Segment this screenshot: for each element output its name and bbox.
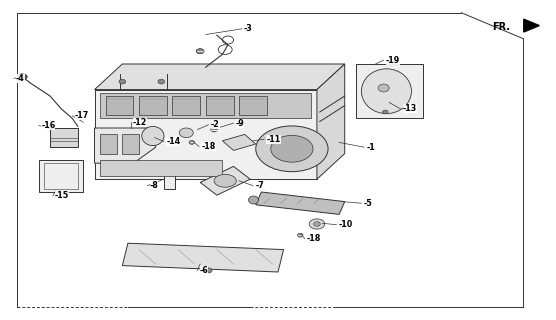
Ellipse shape xyxy=(309,219,325,229)
Ellipse shape xyxy=(214,174,236,187)
Text: -10: -10 xyxy=(339,220,353,229)
Ellipse shape xyxy=(211,127,217,132)
Polygon shape xyxy=(122,243,284,272)
Ellipse shape xyxy=(180,128,193,138)
Text: -13: -13 xyxy=(403,104,417,113)
Text: -14: -14 xyxy=(166,137,181,146)
Ellipse shape xyxy=(361,69,411,114)
Polygon shape xyxy=(317,64,345,179)
Ellipse shape xyxy=(158,79,165,84)
Text: -3: -3 xyxy=(244,24,253,33)
Text: -18: -18 xyxy=(201,142,216,151)
Text: -9: -9 xyxy=(236,119,245,128)
Polygon shape xyxy=(356,64,423,118)
Ellipse shape xyxy=(314,222,320,226)
Polygon shape xyxy=(239,96,267,115)
Ellipse shape xyxy=(271,135,313,162)
Text: -11: -11 xyxy=(266,135,281,144)
Polygon shape xyxy=(95,64,345,90)
Polygon shape xyxy=(100,160,222,176)
Ellipse shape xyxy=(383,110,388,114)
Polygon shape xyxy=(95,90,317,179)
Polygon shape xyxy=(100,93,311,118)
Text: -19: -19 xyxy=(386,56,400,65)
Ellipse shape xyxy=(196,49,204,54)
Ellipse shape xyxy=(119,79,126,84)
Polygon shape xyxy=(100,134,117,154)
Text: -1: -1 xyxy=(366,143,375,152)
Text: -18: -18 xyxy=(307,234,321,243)
Polygon shape xyxy=(50,128,78,147)
Text: -12: -12 xyxy=(133,118,147,127)
Text: -6: -6 xyxy=(200,266,208,275)
Text: -2: -2 xyxy=(211,120,220,129)
Text: -8: -8 xyxy=(150,181,158,190)
Text: -15: -15 xyxy=(55,191,70,200)
Text: -17: -17 xyxy=(75,111,89,120)
Ellipse shape xyxy=(142,126,164,146)
Ellipse shape xyxy=(378,84,389,92)
Polygon shape xyxy=(122,134,139,154)
Polygon shape xyxy=(172,96,200,115)
Polygon shape xyxy=(139,96,167,115)
Ellipse shape xyxy=(205,268,212,273)
Polygon shape xyxy=(206,96,234,115)
Text: -7: -7 xyxy=(255,181,264,190)
Ellipse shape xyxy=(249,196,259,204)
Ellipse shape xyxy=(256,126,328,172)
Text: -4: -4 xyxy=(16,74,25,83)
Ellipse shape xyxy=(189,140,195,144)
Polygon shape xyxy=(95,128,156,163)
Ellipse shape xyxy=(297,233,303,237)
Polygon shape xyxy=(39,160,83,192)
Polygon shape xyxy=(256,192,345,214)
Polygon shape xyxy=(106,96,133,115)
Polygon shape xyxy=(164,170,175,189)
Polygon shape xyxy=(200,166,250,195)
Text: FR.: FR. xyxy=(492,22,510,32)
Ellipse shape xyxy=(17,74,27,80)
Polygon shape xyxy=(222,134,256,150)
Text: -16: -16 xyxy=(41,121,56,130)
Text: -5: -5 xyxy=(364,199,373,208)
Polygon shape xyxy=(524,19,539,32)
